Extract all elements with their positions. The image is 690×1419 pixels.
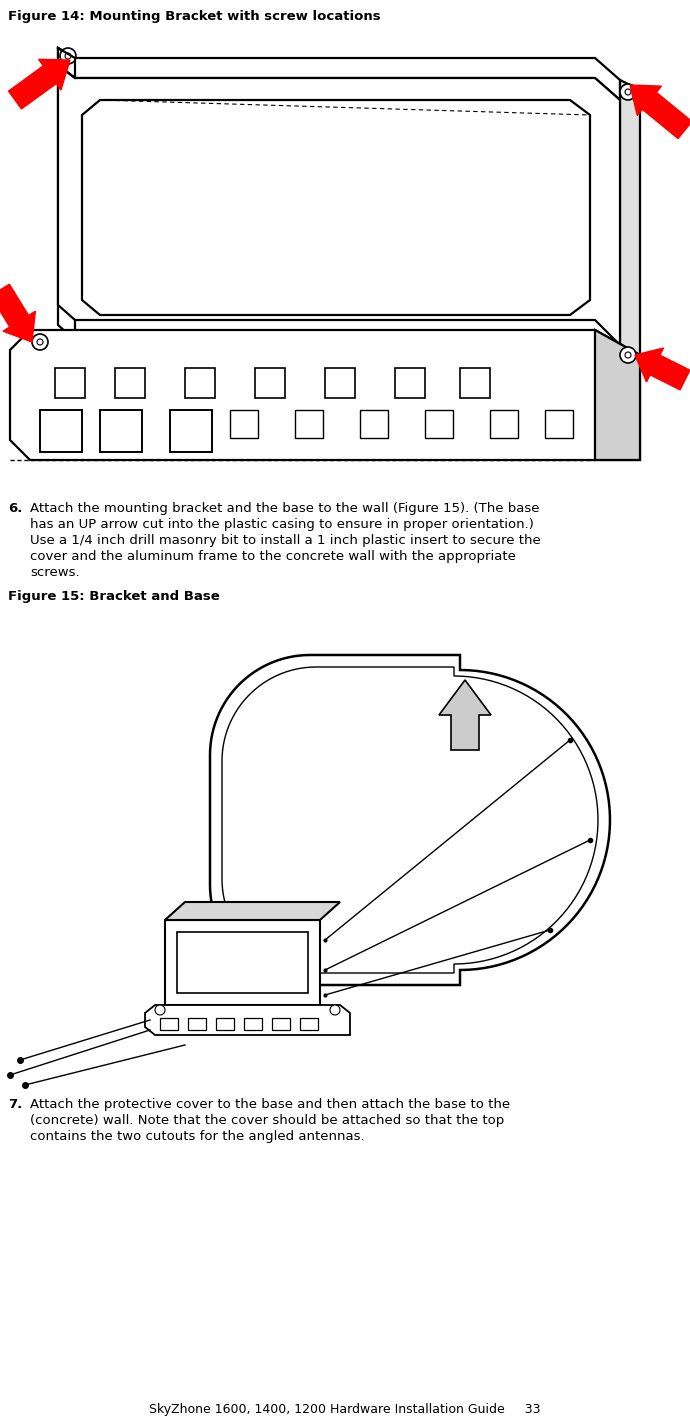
- Polygon shape: [55, 368, 85, 397]
- Text: SkyZhone 1600, 1400, 1200 Hardware Installation Guide     33: SkyZhone 1600, 1400, 1200 Hardware Insta…: [149, 1403, 541, 1416]
- Polygon shape: [545, 410, 573, 438]
- Text: cover and the aluminum frame to the concrete wall with the appropriate: cover and the aluminum frame to the conc…: [30, 551, 516, 563]
- Text: Figure 14: Mounting Bracket with screw locations: Figure 14: Mounting Bracket with screw l…: [8, 10, 381, 23]
- Bar: [188, 1017, 206, 1030]
- Polygon shape: [230, 410, 258, 438]
- FancyArrow shape: [630, 85, 690, 139]
- Polygon shape: [210, 656, 610, 985]
- Polygon shape: [170, 410, 212, 453]
- FancyArrow shape: [8, 60, 70, 109]
- Polygon shape: [595, 331, 640, 460]
- Text: 6.: 6.: [8, 502, 22, 515]
- Polygon shape: [325, 368, 355, 397]
- Polygon shape: [439, 680, 491, 751]
- Circle shape: [330, 1005, 340, 1015]
- Polygon shape: [295, 410, 323, 438]
- Bar: [160, 1017, 178, 1030]
- Circle shape: [32, 333, 48, 350]
- Polygon shape: [165, 902, 340, 920]
- Text: (concrete) wall. Note that the cover should be attached so that the top: (concrete) wall. Note that the cover sho…: [30, 1114, 504, 1127]
- Circle shape: [60, 48, 76, 64]
- Polygon shape: [425, 410, 453, 438]
- Polygon shape: [360, 410, 388, 438]
- Circle shape: [155, 1005, 165, 1015]
- Polygon shape: [10, 331, 640, 460]
- Polygon shape: [490, 410, 518, 438]
- Polygon shape: [165, 920, 320, 1005]
- Polygon shape: [58, 48, 75, 341]
- Polygon shape: [255, 368, 285, 397]
- Polygon shape: [115, 368, 145, 397]
- FancyArrow shape: [635, 348, 690, 390]
- Polygon shape: [58, 65, 620, 345]
- Polygon shape: [185, 368, 215, 397]
- Circle shape: [625, 352, 631, 358]
- Text: Attach the mounting bracket and the base to the wall (Figure 15). (The base: Attach the mounting bracket and the base…: [30, 502, 540, 515]
- Circle shape: [620, 348, 636, 363]
- Bar: [244, 1017, 262, 1030]
- Polygon shape: [395, 368, 425, 397]
- Polygon shape: [40, 410, 82, 453]
- Circle shape: [620, 84, 636, 99]
- Polygon shape: [177, 932, 308, 993]
- Polygon shape: [460, 368, 490, 397]
- Polygon shape: [145, 1005, 350, 1034]
- Polygon shape: [100, 410, 142, 453]
- Circle shape: [65, 53, 71, 60]
- Text: Figure 15: Bracket and Base: Figure 15: Bracket and Base: [8, 590, 219, 603]
- Text: Attach the protective cover to the base and then attach the base to the: Attach the protective cover to the base …: [30, 1098, 510, 1111]
- Polygon shape: [82, 99, 590, 315]
- Bar: [272, 1017, 290, 1030]
- Text: Use a 1/4 inch drill masonry bit to install a 1 inch plastic insert to secure th: Use a 1/4 inch drill masonry bit to inst…: [30, 534, 541, 546]
- Text: 7.: 7.: [8, 1098, 22, 1111]
- Polygon shape: [620, 79, 640, 360]
- Bar: [300, 1017, 318, 1030]
- Bar: [216, 1017, 234, 1030]
- Text: contains the two cutouts for the angled antennas.: contains the two cutouts for the angled …: [30, 1130, 364, 1142]
- Circle shape: [625, 89, 631, 95]
- Circle shape: [37, 339, 43, 345]
- FancyArrow shape: [0, 284, 35, 342]
- Text: has an UP arrow cut into the plastic casing to ensure in proper orientation.): has an UP arrow cut into the plastic cas…: [30, 518, 534, 531]
- Polygon shape: [58, 48, 620, 99]
- Text: screws.: screws.: [30, 566, 79, 579]
